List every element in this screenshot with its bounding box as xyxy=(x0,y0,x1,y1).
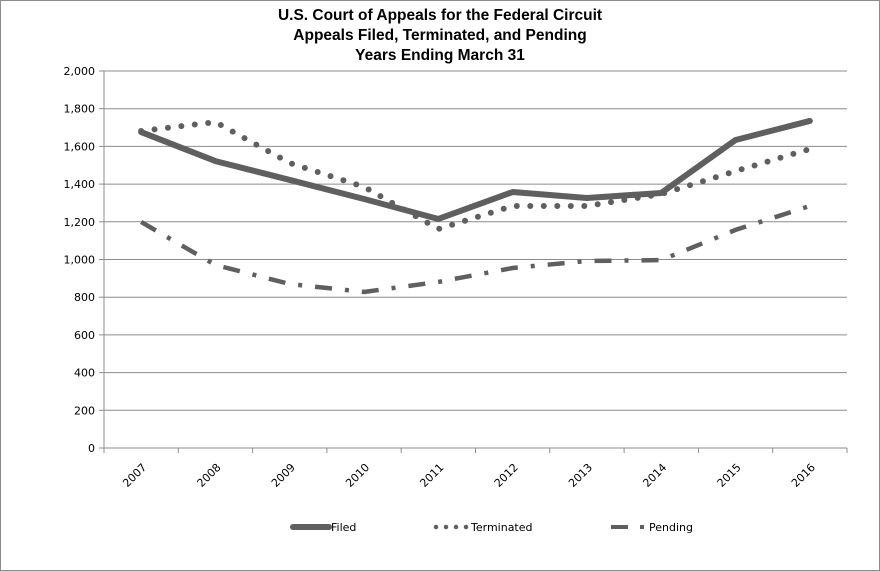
x-tick-label: 2014 xyxy=(640,461,669,490)
y-tick-label: 200 xyxy=(74,404,95,417)
x-tick-label: 2008 xyxy=(195,461,224,490)
axes xyxy=(99,70,848,453)
y-tick-label: 2,000 xyxy=(64,65,96,78)
x-tick-label: 2016 xyxy=(789,461,818,490)
x-tick-label: 2011 xyxy=(417,461,446,490)
y-tick-label: 800 xyxy=(74,291,95,304)
y-tick-label: 1,200 xyxy=(64,216,96,229)
chart-title-line-2: Appeals Filed, Terminated, and Pending xyxy=(293,27,587,44)
chart-title-line-3: Years Ending March 31 xyxy=(355,47,525,64)
legend: Filed Terminated Pending xyxy=(290,521,693,534)
x-tick-label: 2013 xyxy=(566,461,595,490)
series-lines xyxy=(138,117,813,295)
y-tick-label: 1,800 xyxy=(64,103,96,116)
legend-label-filed: Filed xyxy=(331,521,356,534)
chart-title: U.S. Court of Appeals for the Federal Ci… xyxy=(0,6,880,66)
series-line-pending xyxy=(140,203,811,295)
y-tick-label: 400 xyxy=(74,367,95,380)
gridlines xyxy=(104,70,847,411)
x-axis-labels: 2007 2008 2009 2010 2011 2012 2013 2014 2015 2016 xyxy=(120,461,818,490)
chart-title-line-1: U.S. Court of Appeals for the Federal Ci… xyxy=(277,7,603,24)
y-tick-label: 600 xyxy=(74,329,95,342)
x-tick-label: 2009 xyxy=(269,461,298,490)
y-tick-label: 1,600 xyxy=(64,140,96,153)
legend-label-terminated: Terminated xyxy=(470,521,533,534)
y-tick-label: 0 xyxy=(88,442,95,455)
x-tick-label: 2015 xyxy=(715,461,744,490)
legend-label-pending: Pending xyxy=(649,521,693,534)
series-line-terminated xyxy=(138,118,813,233)
x-tick-label: 2012 xyxy=(492,461,521,490)
y-tick-label: 1,000 xyxy=(64,254,96,267)
y-axis-labels: 0 200 400 600 800 1,000 1,200 1,400 1,600 1,800 2,… xyxy=(64,65,96,455)
y-tick-label: 1,400 xyxy=(64,178,96,191)
x-tick-label: 2010 xyxy=(343,461,372,490)
series-line-filed xyxy=(138,117,813,222)
x-tick-label: 2007 xyxy=(120,461,149,490)
